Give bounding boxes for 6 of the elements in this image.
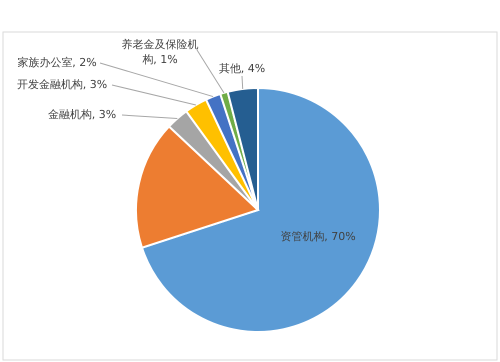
- slice-label: 养老金及保险机构, 1%: [122, 38, 198, 66]
- slice-label: 家族办公室, 2%: [17, 56, 97, 69]
- slice-label: 金融机构, 3%: [48, 108, 116, 121]
- slice-label: 开发金融机构, 3%: [16, 78, 108, 91]
- slice-label: 资管机构, 70%: [280, 230, 356, 243]
- slice-label: 其他, 4%: [218, 62, 266, 75]
